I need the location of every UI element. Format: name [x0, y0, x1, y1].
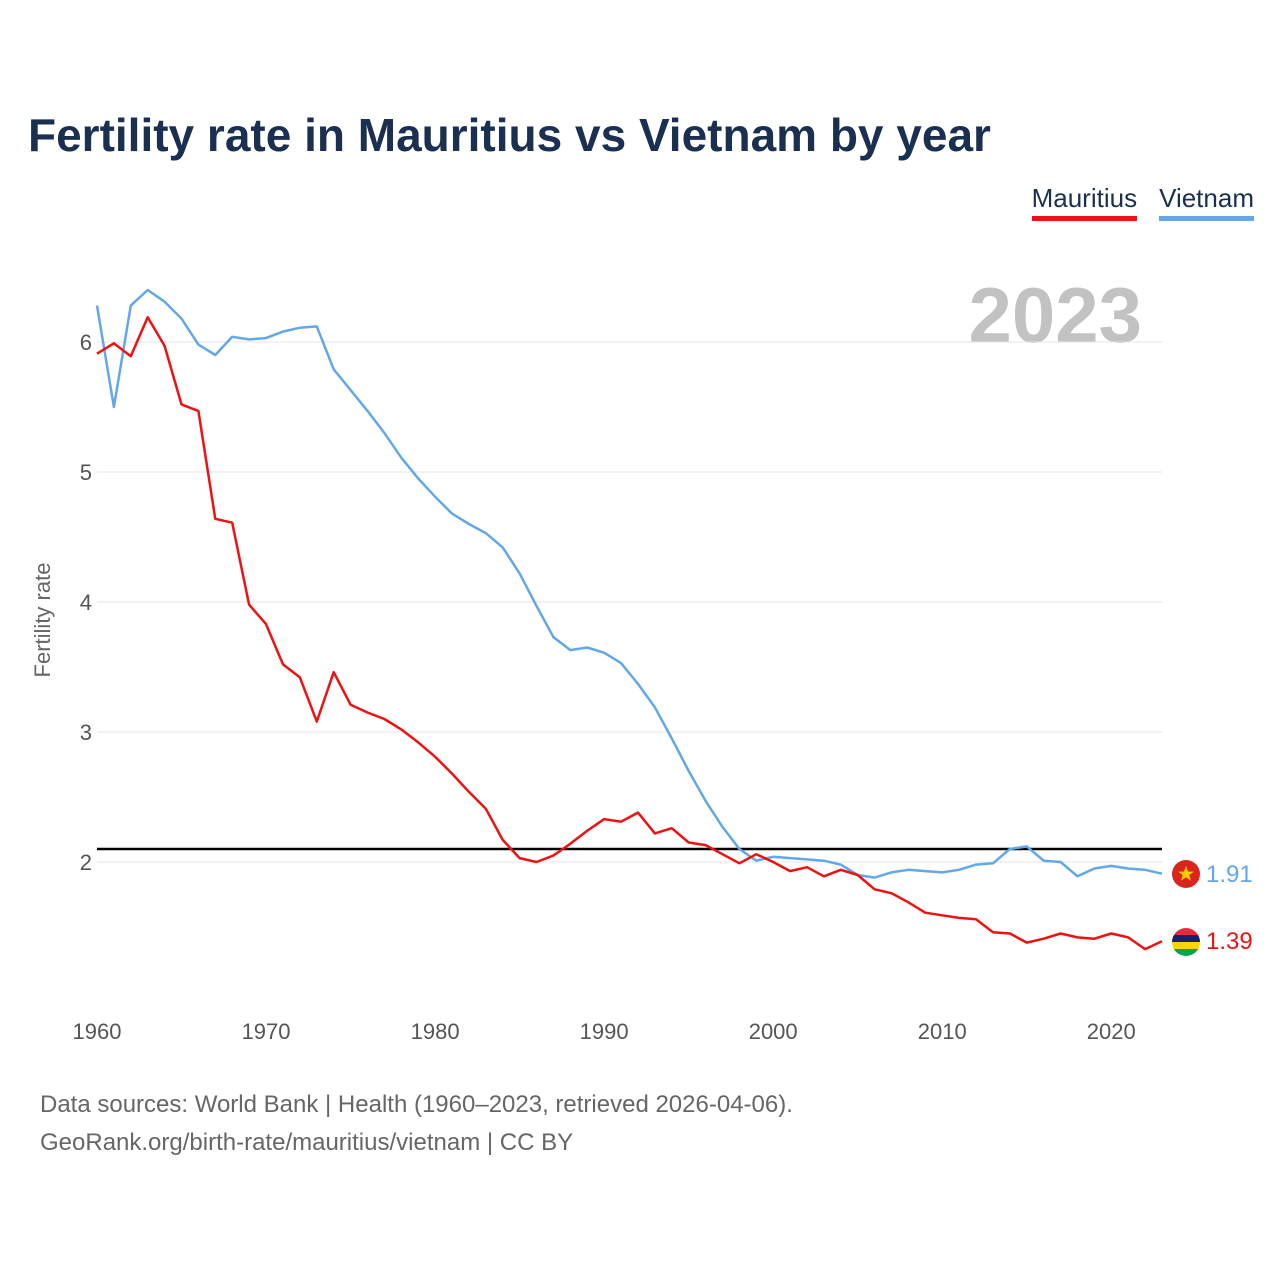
y-tick-label: 4 [80, 590, 92, 615]
vietnam-end-value: 1.91 [1206, 861, 1253, 888]
x-axis-ticks: 1960 1970 1980 1990 2000 2010 2020 [73, 1019, 1136, 1044]
chart-title: Fertility rate in Mauritius vs Vietnam b… [28, 109, 991, 161]
grid-lines [97, 341, 1162, 863]
vietnam-flag-icon [1172, 860, 1200, 888]
y-axis-ticks: 2 3 4 5 6 [80, 330, 92, 875]
x-tick-label: 2010 [918, 1019, 967, 1044]
source-url-text: GeoRank.org/birth-rate/mauritius/vietnam… [40, 1129, 574, 1156]
x-tick-label: 2020 [1087, 1019, 1136, 1044]
x-tick-label: 1990 [580, 1019, 629, 1044]
year-watermark: 2023 [968, 271, 1142, 359]
y-tick-label: 2 [80, 850, 92, 875]
x-tick-label: 1960 [73, 1019, 122, 1044]
x-tick-label: 1970 [242, 1019, 291, 1044]
y-axis-title: Fertility rate [30, 563, 55, 678]
series-line-mauritius[interactable] [96, 316, 1163, 951]
x-tick-label: 1980 [411, 1019, 460, 1044]
series-lines [95, 288, 1163, 951]
legend-item-mauritius[interactable]: Mauritius [1031, 182, 1138, 221]
legend: Mauritius Vietnam [1031, 182, 1254, 221]
legend-item-vietnam[interactable]: Vietnam [1159, 182, 1254, 221]
x-tick-label: 2000 [749, 1019, 798, 1044]
y-tick-label: 5 [80, 460, 92, 485]
data-sources-text: Data sources: World Bank | Health (1960–… [40, 1091, 793, 1118]
y-tick-label: 6 [80, 330, 92, 355]
mauritius-end-value: 1.39 [1206, 928, 1253, 955]
y-tick-label: 3 [80, 720, 92, 745]
series-line-vietnam[interactable] [95, 288, 1163, 879]
footer: Data sources: World Bank | Health (1960–… [40, 1086, 793, 1162]
mauritius-flag-icon [1172, 928, 1200, 956]
